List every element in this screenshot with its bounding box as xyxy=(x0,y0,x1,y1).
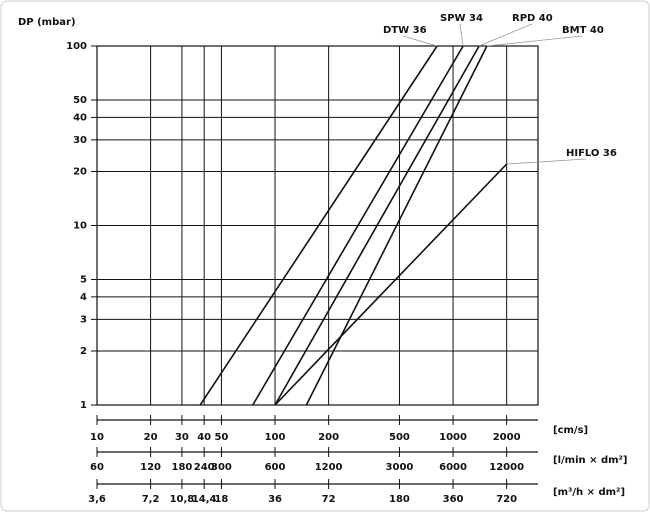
series-label: BMT 40 xyxy=(562,25,604,36)
x-tick-label: 500 xyxy=(389,432,410,443)
x-tick-label: 120 xyxy=(140,462,161,473)
x-tick-label: 14,4 xyxy=(192,494,217,505)
x-tick-label: 40 xyxy=(197,432,211,443)
x-axis-label: [cm/s] xyxy=(553,425,588,436)
leader-line xyxy=(402,35,438,47)
x-axis-label: [l/min × dm²] xyxy=(553,455,628,466)
x-tick-label: 180 xyxy=(172,462,193,473)
x-tick-label: 2000 xyxy=(493,432,521,443)
y-tick-label: 2 xyxy=(80,346,87,357)
data-line xyxy=(252,45,464,406)
y-tick-label: 40 xyxy=(73,112,87,123)
x-tick-label: 10 xyxy=(90,432,104,443)
y-tick-label: 1 xyxy=(80,400,87,411)
x-tick-label: 60 xyxy=(90,462,104,473)
leader-line xyxy=(486,35,583,47)
data-line xyxy=(274,45,480,406)
leader-line xyxy=(478,23,533,47)
y-tick-label: 50 xyxy=(73,95,87,106)
y-tick-label: 3 xyxy=(80,314,87,325)
x-tick-label: 72 xyxy=(322,494,336,505)
x-tick-label: 6000 xyxy=(439,462,467,473)
x-tick-label: 18 xyxy=(214,494,228,505)
leader-line xyxy=(506,158,587,165)
series-label: HIFLO 36 xyxy=(566,148,617,159)
x-tick-label: 36 xyxy=(268,494,282,505)
y-tick-label: 20 xyxy=(73,166,87,177)
x-tick-label: 1000 xyxy=(439,432,467,443)
x-tick-label: 20 xyxy=(144,432,158,443)
data-line xyxy=(305,45,488,406)
x-tick-label: 12000 xyxy=(489,462,524,473)
data-line xyxy=(199,45,438,406)
x-tick-label: 180 xyxy=(389,494,410,505)
x-tick-label: 3,6 xyxy=(88,494,106,505)
data-line xyxy=(274,163,508,406)
x-tick-label: 720 xyxy=(496,494,517,505)
x-tick-label: 200 xyxy=(318,432,339,443)
x-axis-label: [m³/h × dm²] xyxy=(553,487,625,498)
x-tick-label: 300 xyxy=(211,462,232,473)
x-tick-label: 3000 xyxy=(386,462,414,473)
x-tick-label: 50 xyxy=(214,432,228,443)
x-tick-label: 240 xyxy=(194,462,215,473)
leader-line xyxy=(459,23,464,47)
x-tick-label: 7,2 xyxy=(142,494,160,505)
series-label: RPD 40 xyxy=(512,13,553,24)
y-axis-label: DP (mbar) xyxy=(18,17,76,28)
y-tick-label: 30 xyxy=(73,135,87,146)
y-tick-label: 100 xyxy=(66,41,87,52)
y-tick-label: 4 xyxy=(80,292,87,303)
series-label: SPW 34 xyxy=(440,13,483,24)
x-tick-label: 30 xyxy=(175,432,189,443)
x-tick-label: 360 xyxy=(443,494,464,505)
x-tick-label: 1200 xyxy=(315,462,343,473)
series-label: DTW 36 xyxy=(383,25,427,36)
y-tick-label: 5 xyxy=(80,275,87,286)
y-tick-label: 10 xyxy=(73,221,87,232)
x-tick-label: 600 xyxy=(265,462,286,473)
x-tick-label: 10,8 xyxy=(170,494,195,505)
x-tick-label: 100 xyxy=(265,432,286,443)
